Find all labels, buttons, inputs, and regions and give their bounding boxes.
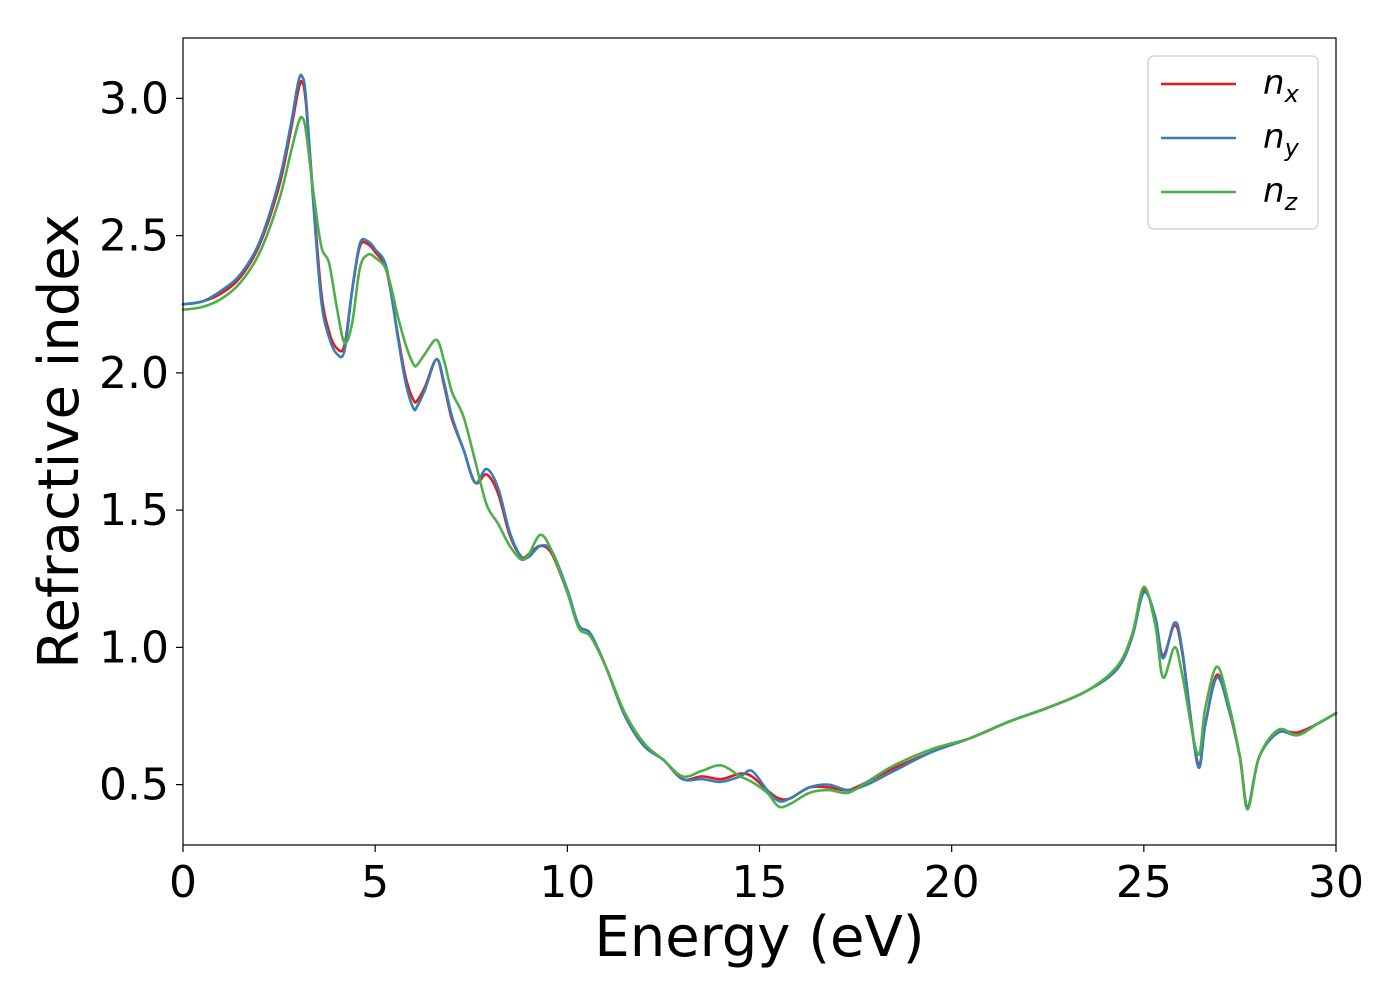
y-tick-label: 1.0 (99, 622, 169, 673)
y-axis-label: Refractive index (27, 214, 92, 669)
x-axis-label: Energy (eV) (594, 905, 924, 970)
y-axis-ticks: 0.5 1.0 1.5 2.0 2.5 3.0 (99, 73, 183, 811)
y-tick-label: 3.0 (99, 73, 169, 124)
x-tick-label: 15 (732, 857, 788, 908)
x-tick-label: 25 (1116, 857, 1172, 908)
x-tick-label: 20 (924, 857, 980, 908)
x-tick-label: 30 (1308, 857, 1364, 908)
legend: nx ny nz (1147, 55, 1319, 230)
x-tick-label: 5 (361, 857, 389, 908)
series-line-z (181, 115, 1338, 811)
legend-label-y: ny (1263, 117, 1300, 162)
y-tick-label: 2.0 (99, 348, 169, 399)
series-layer (181, 73, 1338, 811)
legend-box (1147, 55, 1319, 230)
x-axis-ticks: 0 5 10 15 20 25 30 (169, 845, 1364, 908)
legend-label-z: nz (1263, 171, 1299, 216)
y-tick-label: 2.5 (99, 211, 169, 262)
y-tick-label: 1.5 (99, 485, 169, 536)
y-tick-label: 0.5 (99, 760, 169, 811)
x-tick-label: 10 (539, 857, 595, 908)
legend-label-x: nx (1263, 63, 1300, 108)
x-tick-label: 0 (169, 857, 197, 908)
